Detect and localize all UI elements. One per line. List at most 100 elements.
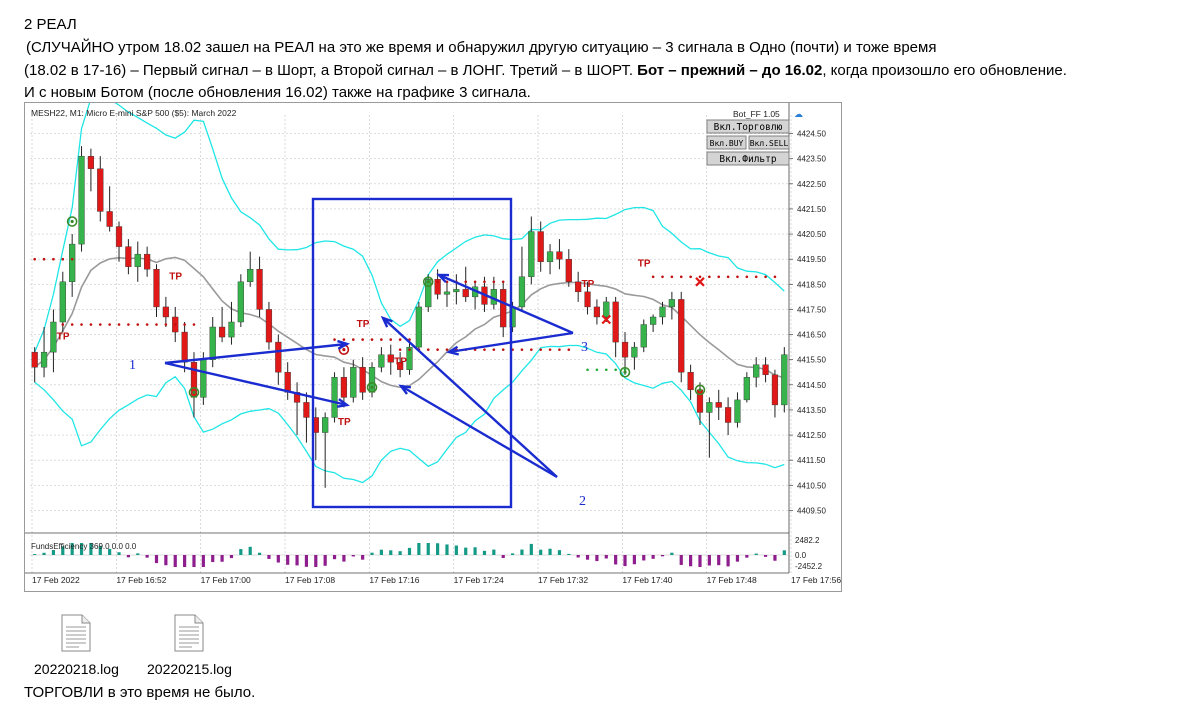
level-dot [539,348,542,351]
log-file-20220215[interactable]: 20220215.log [147,614,232,677]
y-tick-label: 4412.50 [797,431,826,440]
log-file-20220218[interactable]: 20220218.log [34,614,119,677]
signal-markers: TP TP TP TP TP TP TP [33,216,777,428]
level-dot [773,275,777,279]
level-dot [736,275,739,279]
bull-candle [603,301,610,318]
annotations: 1 2 3 [129,197,588,509]
arrow-head [337,339,351,350]
description-line: (СЛУЧАЙНО утром 18.02 зашел на РЕАЛ на э… [26,39,937,56]
level-dot [530,348,533,351]
level-dot [89,323,93,326]
arrow-head [336,398,351,408]
level-dot [726,275,730,279]
level-dot [61,323,65,326]
bull-candle [40,351,48,368]
osc-bar [529,543,533,555]
signal-circle [694,384,706,396]
bear-candle [359,367,366,393]
level-dot [426,348,430,351]
y-tick-label: 4414.50 [797,381,826,390]
osc-bar [782,550,786,555]
x-tick-label: 17 Feb 17:00 [201,575,251,585]
bear-candle [612,301,619,343]
bull-candle [228,321,235,338]
osc-bar [42,552,46,555]
level-dot [42,257,46,261]
buy-toggle-label: Вкл.BUY [710,139,744,148]
axes: 4424.50 4423.50 4422.50 4421.50 4420.50 4419.… [25,103,841,585]
signal-dot [70,219,74,224]
bear-candle [275,341,282,373]
signal-circle [366,382,378,393]
osc-bar [539,549,543,555]
level-dot [127,323,130,326]
trade-toggle-label: Вкл.Торговлю [714,122,783,133]
upper-band-line [34,103,785,353]
arrow-head [398,384,412,395]
osc-bar [501,555,505,559]
level-dot [548,348,552,351]
log-file-icon [61,614,91,652]
level-dot [473,280,477,284]
osc-bar [286,555,290,565]
level-dot [698,275,702,279]
level-dot [380,338,383,341]
bull-candle [443,291,451,295]
bear-candle [256,269,263,310]
annotation-number: 1 [129,358,136,373]
bear-candle [715,402,722,408]
bear-candle [387,354,394,363]
bull-candle [650,316,657,325]
osc-bar [520,549,524,555]
x-tick-label: 17 Feb 17:08 [285,575,335,585]
level-dot [558,348,561,351]
bull-candle [200,359,207,398]
buy-toggle-button[interactable]: Вкл.BUY [706,135,747,150]
level-dot [445,348,449,351]
osc-bar [192,555,196,567]
level-dot [108,323,111,326]
level-dot [80,323,83,326]
osc-bar [436,543,440,555]
level-dot [398,348,402,351]
y-tick-label: 4413.50 [797,406,826,415]
osc-bar [220,555,224,562]
osc-bar [173,555,177,567]
osc-bar [164,555,168,566]
level-dot [164,323,168,326]
osc-bar [567,553,571,555]
level-dot [333,338,336,341]
description-line-2: (18.02 в 17-16) – Первый сигнал – в Шорт… [24,60,1067,81]
bear-candle [303,402,310,418]
x-tick-label: 17 Feb 17:32 [538,575,588,585]
y-tick-label: 4410.50 [797,481,826,490]
level-dot [436,348,439,351]
osc-bar [689,555,693,567]
y-tick-label: 4421.50 [797,205,826,214]
y-tick-label: 4420.50 [797,230,826,239]
bull-candle [631,346,638,358]
description-text: (18.02 в 17-16) – Первый сигнал – в Шорт… [24,62,638,79]
x-tick-label: 17 Feb 16:52 [116,575,166,585]
osc-bar [295,555,299,566]
level-dot [764,275,767,279]
osc-bar [604,555,608,559]
trade-toggle-button[interactable]: Вкл.Торговлю [706,119,790,134]
bear-candle [500,289,507,328]
arrow-head [436,273,450,284]
footer-note: ТОРГОВЛИ в это время не было. [24,684,256,701]
sell-toggle-button[interactable]: Вкл.SELL [748,135,790,150]
level-dot [436,280,439,284]
filter-toggle-button[interactable]: Вкл.Фильтр [706,151,790,166]
exit-x-icon [601,314,612,325]
osc-bar [276,555,280,563]
osc-bar [370,552,374,555]
level-dot [342,338,346,341]
oscillator-panel: 2482.2 0.0 -2452.2 [30,536,823,571]
osc-tick-label: 0.0 [795,551,807,560]
annotation-arrow [382,317,558,478]
bear-candle [31,351,38,368]
level-dot [52,257,55,261]
osc-bar [417,543,421,555]
